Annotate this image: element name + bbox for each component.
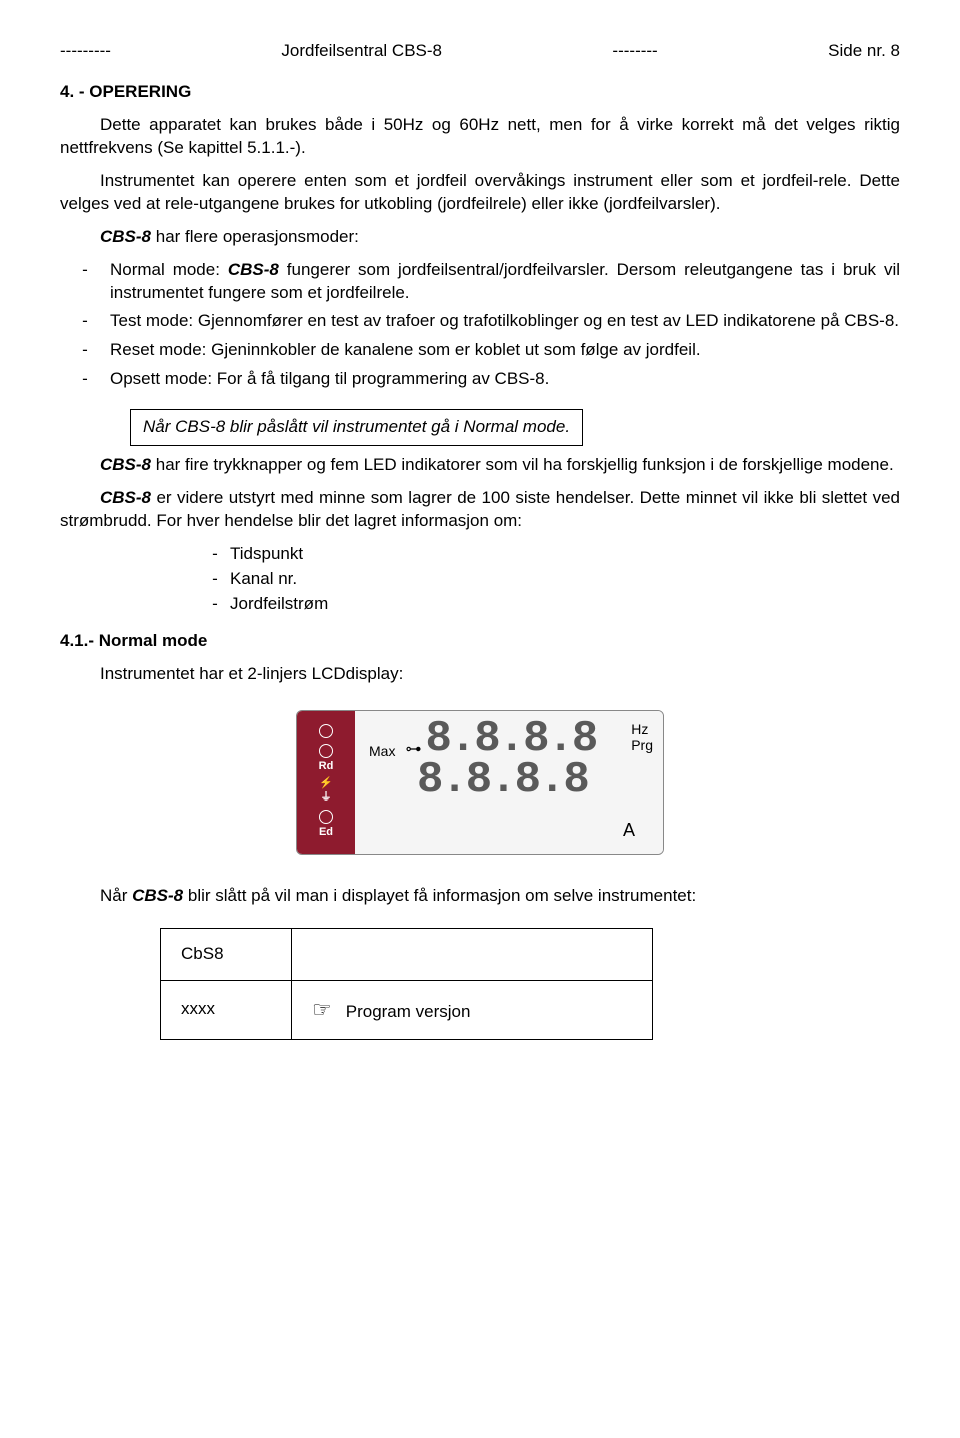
bolt-icon: ⚡ [319,776,333,791]
lcd-prg-label: Prg [631,737,653,754]
paragraph-3: CBS-8 har flere operasjonsmoder: [60,226,900,249]
p6-a: Når [100,886,132,905]
note-box: Når CBS-8 blir påslått vil instrumentet … [130,409,583,446]
bullet-dash-icon: - [60,339,110,362]
led-icon [319,744,333,758]
p5-rest: er videre utstyrt med minne som lagrer d… [60,488,900,530]
bullet-text: Jordfeilstrøm [230,593,328,616]
lcd-illustration: Rd ⚡ ⏚ Ed Max ⊶ 8.8.8.8 8.8.8.8 Hz Prg A [60,710,900,855]
lcd-units: Hz Prg [631,721,653,755]
hand-point-icon: ☞ [312,995,332,1025]
bullet-item: -Tidspunkt [200,543,900,566]
bullet-item: -Kanal nr. [200,568,900,591]
display-intro: Instrumentet har et 2-linjers LCDdisplay… [100,663,900,686]
header-dashes-mid: -------- [612,40,657,63]
info-bullet-list: -Tidspunkt -Kanal nr. -Jordfeilstrøm [200,543,900,616]
paragraph-6: Når CBS-8 blir slått på vil man i displa… [60,885,900,908]
bullet-dash-icon: - [60,259,110,305]
bullet-text: Normal mode: CBS-8 fungerer som jordfeil… [110,259,900,305]
lcd-device: Rd ⚡ ⏚ Ed Max ⊶ 8.8.8.8 8.8.8.8 Hz Prg A [296,710,664,855]
bullet-text: Test mode: Gjennomfører en test av trafo… [110,310,900,333]
led-icon [319,810,333,824]
subsection-title: 4.1.- Normal mode [60,630,900,653]
table-cell: CbS8 [161,929,292,981]
bullet-text: Tidspunkt [230,543,303,566]
cbs8-label: CBS-8 [100,227,151,246]
led-rd-label: Rd [319,759,334,774]
header-dashes-left: --------- [60,40,111,63]
header-center: Jordfeilsentral CBS-8 [281,40,442,63]
cbs8-label: CBS-8 [132,886,183,905]
lcd-segment-row1: 8.8.8.8 [425,719,596,761]
table-row: CbS8 [161,929,653,981]
display-info-table: CbS8 xxxx ☞ Program versjon [160,928,653,1040]
header-page-num: Side nr. 8 [828,40,900,63]
table-row: xxxx ☞ Program versjon [161,980,653,1039]
led-ed-label: Ed [319,825,333,840]
cbs8-label: CBS-8 [100,455,151,474]
page-header: --------- Jordfeilsentral CBS-8 --------… [60,40,900,63]
table-cell [292,929,653,981]
p6-b: blir slått på vil man i displayet få inf… [183,886,696,905]
ground-icon: ⏚ [321,790,332,805]
cbs8-label: CBS-8 [100,488,151,507]
section-title: 4. - OPERERING [60,81,900,104]
bullet-dash-icon: - [200,593,230,616]
bullet-item: - Normal mode: CBS-8 fungerer som jordfe… [60,259,900,305]
p3-rest: har flere operasjonsmoder: [151,227,359,246]
lcd-max-label: Max [369,742,395,761]
bullet-item: - Reset mode: Gjeninnkobler de kanalene … [60,339,900,362]
table-cell: xxxx [161,980,292,1039]
bullet-dash-icon: - [200,543,230,566]
led-icon [319,724,333,738]
lcd-hz-label: Hz [631,721,653,738]
bullet-dash-icon: - [60,368,110,391]
main-bullet-list: - Normal mode: CBS-8 fungerer som jordfe… [60,259,900,392]
paragraph-4: CBS-8 har fire trykknapper og fem LED in… [60,454,900,477]
bullet-item: - Opsett mode: For å få tilgang til prog… [60,368,900,391]
lcd-led-panel: Rd ⚡ ⏚ Ed [297,711,355,854]
bullet-item: - Test mode: Gjennomfører en test av tra… [60,310,900,333]
bullet-dash-icon: - [60,310,110,333]
bullet-text: Opsett mode: For å få tilgang til progra… [110,368,900,391]
paragraph-1: Dette apparatet kan brukes både i 50Hz o… [60,114,900,160]
lcd-a-label: A [623,818,635,842]
bullet-item: -Jordfeilstrøm [200,593,900,616]
table-cell: ☞ Program versjon [292,980,653,1039]
bullet-text: Reset mode: Gjeninnkobler de kanalene so… [110,339,900,362]
bullet-dash-icon: - [200,568,230,591]
paragraph-5: CBS-8 er videre utstyrt med minne som la… [60,487,900,533]
table-cell-text: Program versjon [346,1002,471,1021]
lcd-segment-row2: 8.8.8.8 [417,760,588,802]
lcd-screen: Max ⊶ 8.8.8.8 8.8.8.8 Hz Prg A [355,711,663,854]
p4-rest: har fire trykknapper og fem LED indikato… [151,455,894,474]
bullet-text: Kanal nr. [230,568,297,591]
paragraph-2: Instrumentet kan operere enten som et jo… [60,170,900,216]
